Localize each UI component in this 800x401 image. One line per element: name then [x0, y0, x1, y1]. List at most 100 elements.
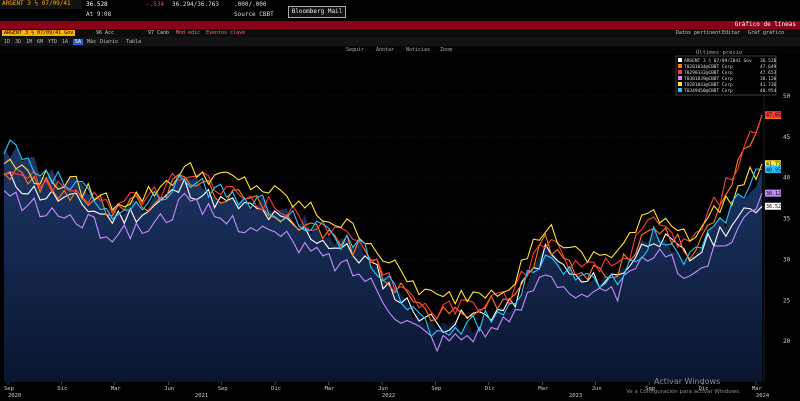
x-tick-label-0: Sep [4, 386, 14, 392]
tool-zoom[interactable]: Zoom [440, 47, 453, 53]
y-tick-label-5: 45 [783, 134, 791, 141]
x-tick-label-9: Dic [485, 386, 495, 392]
series-line-4 [3, 158, 763, 305]
legend-label-2: T0290332@CBBT Corp [684, 70, 733, 76]
toolbar-item-mod-edic[interactable]: Mod edic [176, 30, 201, 36]
period-max[interactable]: Máx [87, 39, 97, 45]
toolbar-item-canb[interactable]: 97 Canb [148, 30, 170, 36]
legend-swatch-1 [678, 64, 682, 68]
period-1m[interactable]: 1M [26, 39, 33, 45]
last-price-tag-4: 41.736 [766, 162, 784, 168]
year-label-2: 2022 [382, 393, 395, 399]
series-line-1 [3, 115, 763, 322]
legend-label-4: T0281043@CBBT Corp [684, 82, 733, 88]
legend-box [675, 55, 777, 96]
legend-label-3: T0301039@CBBT Corp [684, 76, 733, 82]
quote-source: Source CBBT [234, 11, 274, 18]
period-5a[interactable]: 5A [73, 39, 84, 45]
last-price-tag-3: 38.120 [766, 191, 784, 197]
toolbar-item-editar[interactable]: Editar [722, 30, 741, 36]
x-axis: Sep Dic Mar Jun Sep Dic Mar Jun Sep Dic Mar Jun Sep D… [4, 382, 770, 399]
quote-time: At 9:08 [86, 11, 112, 18]
x-tick-label-8: Sep [431, 386, 441, 392]
period-6m[interactable]: 6M [37, 39, 44, 45]
y-tick-label-0: 20 [783, 338, 791, 345]
chart-title-bar: Gráfico de líneas [0, 21, 800, 29]
year-label-4: 2024 [756, 393, 770, 399]
last-price-tag-bg-3 [765, 189, 781, 197]
quote-sub-bar: At 9:08 Source CBBT [0, 10, 800, 20]
last-price: 36.528 [86, 1, 108, 8]
watermark-line-2: Ve a Configuración para activar Windows. [626, 388, 741, 395]
frequency-diario[interactable]: Diario [100, 39, 119, 45]
tool-seguir[interactable]: Seguir [346, 47, 365, 53]
y-axis: 20 25 30 35 40 45 50 [763, 55, 791, 382]
tool-anotar[interactable]: Anotar [376, 47, 395, 53]
year-label-1: 2021 [195, 393, 208, 399]
chart-subtoolbar: Seguir Anotar Noticias Zoom [0, 46, 800, 53]
legend-swatch-2 [678, 70, 682, 74]
x-tick-label-14: Mar [752, 386, 763, 392]
last-price-tag-0: 36.528 [766, 204, 784, 210]
legend-swatch-0 [678, 58, 682, 62]
x-tick-label-5: Dic [271, 386, 281, 392]
legend-value-0: 36.528 [760, 58, 777, 64]
y-tick-label-3: 35 [783, 216, 791, 223]
chart-type-title: Gráfico de líneas [734, 21, 796, 28]
last-price-tag-bg-5 [765, 165, 781, 173]
last-price-tag-5: 40.954 [766, 167, 784, 173]
legend-label-0: ARGENT 3 ½ 07/09/2041 Gov [684, 57, 752, 64]
x-tick-label-2: Mar [111, 386, 122, 392]
legend-value-1: 47.649 [760, 64, 777, 70]
period-ytd[interactable]: YTD [48, 39, 58, 45]
price-range: 36.294/36.763 [172, 1, 219, 8]
tool-noticias[interactable]: Noticias [406, 47, 431, 53]
last-price-tag-bg-0 [765, 202, 781, 210]
x-tick-label-7: Jun [378, 386, 388, 392]
view-tabla[interactable]: Tabla [126, 39, 142, 45]
x-tick-label-12: Sep [645, 386, 655, 392]
legend-value-3: 38.120 [760, 76, 777, 82]
legend-value-5: 40.954 [760, 88, 777, 94]
legend-value-4: 41.736 [760, 82, 777, 88]
windows-watermark: Activar Windows Ve a Configuración para a… [626, 377, 741, 395]
y-tick-label-4: 40 [783, 175, 791, 182]
legend-swatch-3 [678, 76, 682, 80]
legend-title: Últimos precio [696, 49, 742, 56]
price-change: -.534 [146, 1, 165, 8]
x-tick-label-13: Dic [699, 386, 709, 392]
security-pill[interactable]: ARGENT 3 ½ 07/09/41 Gov [2, 30, 76, 36]
legend-swatch-5 [678, 88, 682, 92]
legend-value-2: 47.653 [760, 70, 777, 76]
y-tick-label-6: 50 [783, 93, 791, 100]
legend-label-5: T0349450@CBBT Corp [684, 88, 733, 94]
area-fill [4, 147, 762, 382]
toolbar-item-acc[interactable]: 96 Acc [96, 30, 115, 36]
period-1d[interactable]: 1D [4, 39, 11, 45]
x-tick-label-6: Mar [325, 386, 336, 392]
y-tick-label-2: 30 [783, 256, 791, 263]
bloomberg-mail-button[interactable]: Bloomberg Mail [288, 6, 346, 18]
toolbar-item-graf[interactable]: Gráf gráfico [748, 30, 785, 36]
x-tick-label-3: Jun [164, 386, 174, 392]
x-tick-label-10: Mar [538, 386, 549, 392]
x-tick-label-11: Jun [592, 386, 602, 392]
period-3d[interactable]: 3D [15, 39, 22, 45]
toolbar-item-eventos-clave[interactable]: Eventos clave [206, 30, 246, 36]
y-tick-label-1: 25 [783, 297, 791, 304]
year-label-3: 2023 [569, 393, 582, 399]
series-line-0 [3, 171, 763, 334]
toolbar-item-datos[interactable]: Datos pertinent [676, 30, 722, 36]
year-label-0: 2020 [8, 393, 21, 399]
watermark-line-1: Activar Windows [654, 377, 720, 386]
series-line-2 [3, 114, 763, 320]
security-ticker[interactable]: ARGENT 3 ½ 07/09/41 [0, 0, 82, 9]
period-1a[interactable]: 1A [62, 39, 69, 45]
last-price-tag-bg-4 [765, 160, 781, 168]
last-price-tag-2: 47.653 [766, 113, 784, 119]
series-line-3 [3, 189, 763, 353]
legend-label-1: T0281034@CBBT Corp [684, 64, 733, 70]
